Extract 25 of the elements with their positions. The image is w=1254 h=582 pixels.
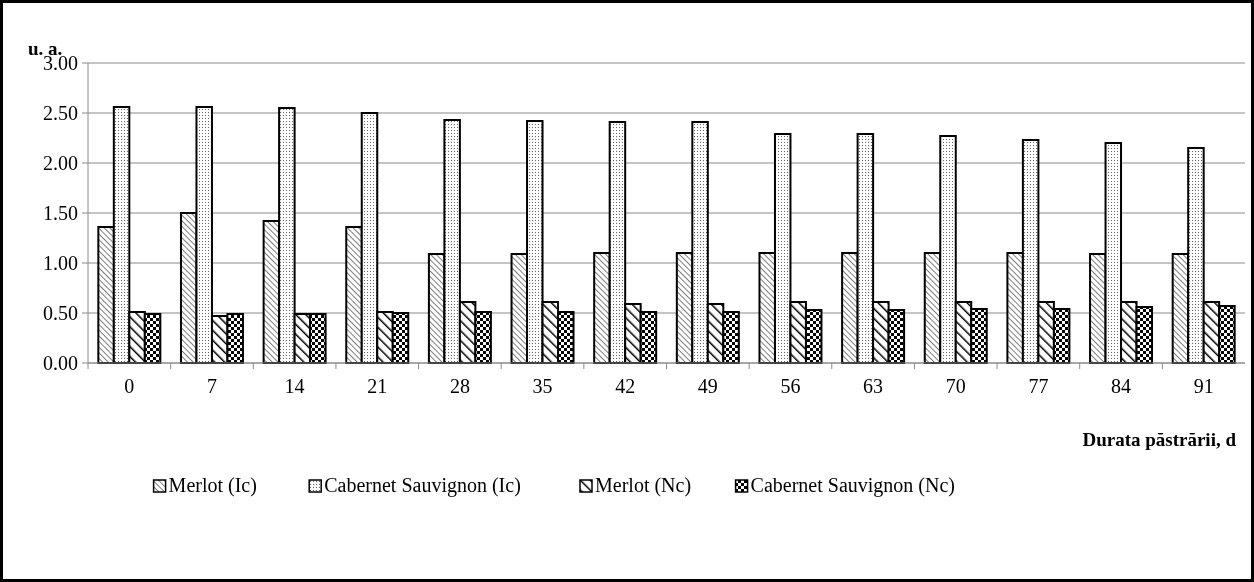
y-tick-label: 2.00 [43,152,78,174]
x-tick-label: 77 [1028,375,1049,397]
x-tick-label: 91 [1193,375,1214,397]
legend-label: Merlot (Ic) [168,474,257,497]
x-tick-label: 0 [124,375,135,397]
y-tick-label: 0.00 [43,352,78,374]
x-tick-label: 70 [945,375,966,397]
x-tick-label: 14 [284,375,305,397]
x-axis-title: Durata păstrării, d [1082,429,1237,450]
x-tick-label: 42 [615,375,636,397]
x-tick-label: 7 [206,375,217,397]
x-tick-label: 21 [367,375,388,397]
x-tick-label: 35 [532,375,553,397]
x-tick-label: 84 [1111,375,1132,397]
legend-label: Merlot (Nc) [595,474,692,497]
x-tick-label: 56 [780,375,801,397]
legend-label: Cabernet Sauvignon (Nc) [750,474,955,497]
x-tick-label: 63 [863,375,884,397]
x-tick-label: 28 [449,375,470,397]
x-tick-label: 49 [697,375,718,397]
y-tick-label: 1.00 [43,252,78,274]
y-tick-label: 2.50 [43,102,78,124]
y-tick-label: 1.50 [43,202,78,224]
legend-label: Cabernet Sauvignon (Ic) [324,474,521,497]
y-tick-label: 0.50 [43,302,78,324]
